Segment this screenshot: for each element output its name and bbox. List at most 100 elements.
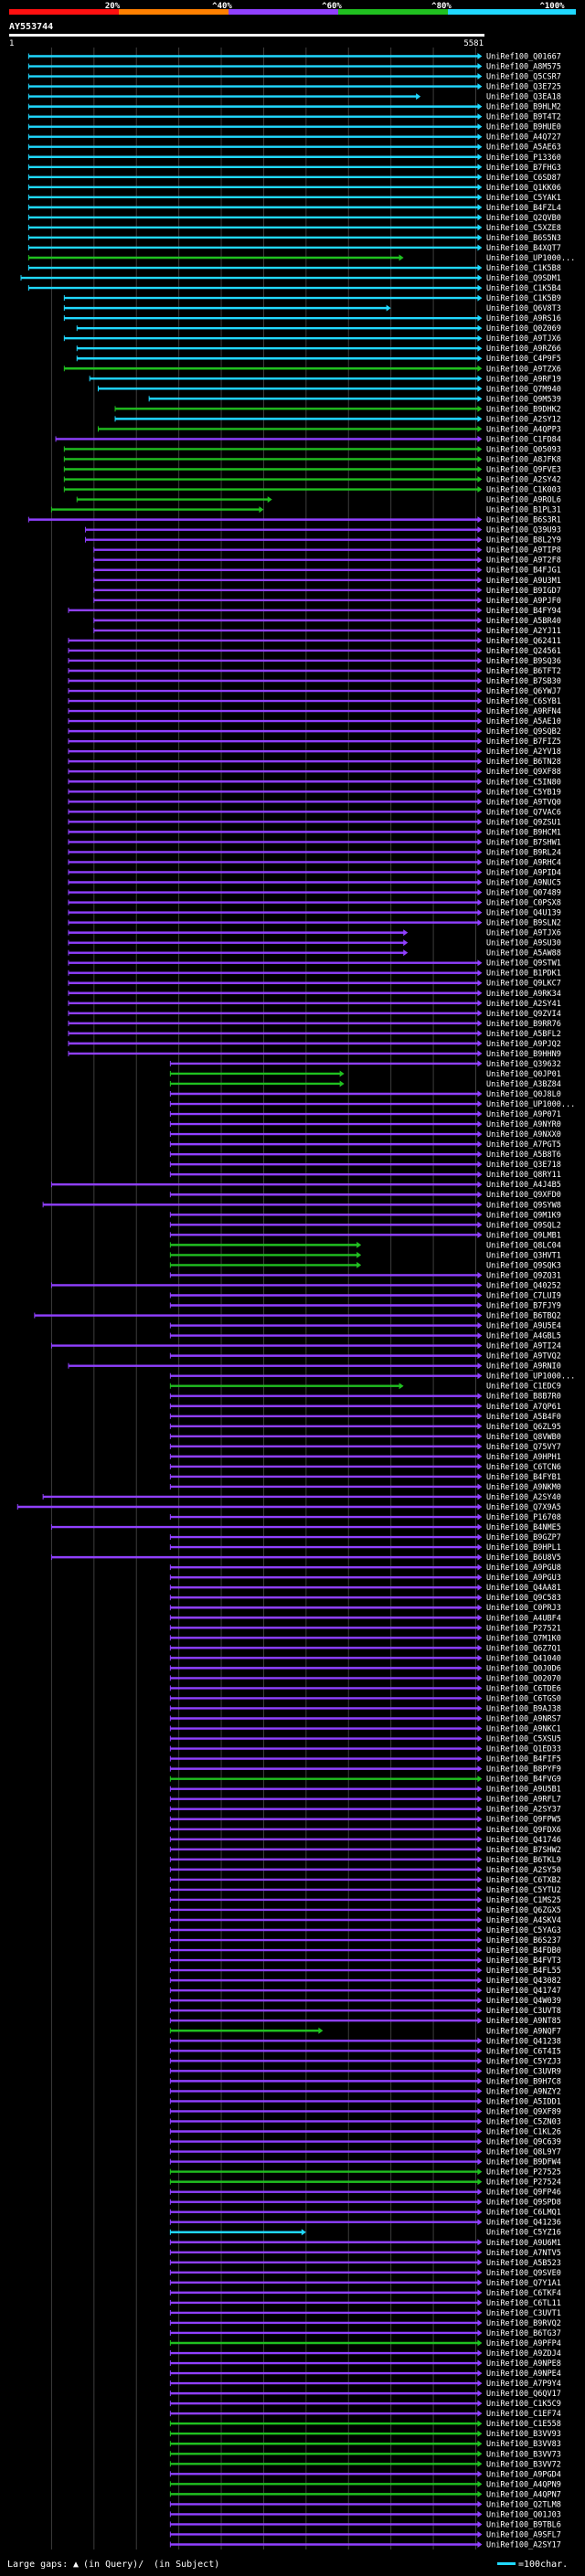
hit-label[interactable]: UniRef100_C5XZE8: [486, 224, 561, 233]
hit-row[interactable]: UniRef100_A7QP61: [169, 1403, 561, 1412]
hit-row[interactable]: UniRef100_B9GZP7: [169, 1533, 561, 1542]
hit-label[interactable]: UniRef100_A9TJX6: [486, 929, 561, 938]
hit-label[interactable]: UniRef100_Q3HVT1: [486, 1251, 561, 1260]
hit-row[interactable]: UniRef100_Q4W039: [169, 1997, 561, 2006]
hit-label[interactable]: UniRef100_A5AW88: [486, 949, 561, 959]
hit-label[interactable]: UniRef100_B7SHW2: [486, 1846, 561, 1855]
hit-label[interactable]: UniRef100_A5AE63: [486, 143, 561, 153]
hit-row[interactable]: UniRef100_A4QPP3: [97, 425, 561, 434]
hit-label[interactable]: UniRef100_C5IN80: [486, 778, 561, 787]
hit-row[interactable]: UniRef100_Q1ED33: [169, 1745, 561, 1754]
hit-label[interactable]: UniRef100_Q05093: [486, 445, 561, 454]
hit-row[interactable]: UniRef100_B4NME5: [50, 1523, 561, 1532]
hit-label[interactable]: UniRef100_A9TJX6: [486, 334, 561, 344]
hit-row[interactable]: UniRef100_Q41747: [169, 1987, 561, 1996]
hit-label[interactable]: UniRef100_A4SKV4: [486, 1916, 561, 1925]
hit-label[interactable]: UniRef100_B9T4T2: [486, 113, 561, 122]
hit-label[interactable]: UniRef100_Q9ZQ31: [486, 1271, 561, 1280]
hit-label[interactable]: UniRef100_B7FIZ5: [486, 737, 561, 747]
hit-row[interactable]: UniRef100_Q9FDX6: [169, 1826, 561, 1835]
hit-row[interactable]: UniRef100_B9IGD7: [93, 587, 561, 596]
hit-label[interactable]: UniRef100_Q01J03: [486, 2510, 561, 2519]
hit-label[interactable]: UniRef100_Q7M1K0: [486, 1634, 561, 1643]
hit-label[interactable]: UniRef100_B6S237: [486, 1936, 561, 1945]
hit-row[interactable]: UniRef100_C5IN80: [68, 778, 561, 787]
hit-label[interactable]: UniRef100_C5YTU2: [486, 1886, 561, 1895]
hit-label[interactable]: UniRef100_Q41238: [486, 2037, 561, 2046]
hit-label[interactable]: UniRef100_B8B7R0: [486, 1393, 561, 1402]
hit-row[interactable]: UniRef100_A9PGD4: [169, 2470, 561, 2479]
hit-label[interactable]: UniRef100_A9RFN4: [486, 707, 561, 716]
hit-row[interactable]: UniRef100_C1EDC9: [169, 1383, 561, 1392]
hit-row[interactable]: UniRef100_C1K5B8: [27, 264, 561, 273]
hit-row[interactable]: UniRef100_Q41746: [169, 1836, 561, 1845]
hit-row[interactable]: UniRef100_A9RFN4: [68, 707, 561, 716]
hit-label[interactable]: UniRef100_C1K5B9: [486, 294, 561, 303]
hit-row[interactable]: UniRef100_Q4AA81: [169, 1584, 561, 1593]
hit-label[interactable]: UniRef100_B6TBQ2: [486, 1312, 561, 1321]
hit-label[interactable]: UniRef100_B4FYB1: [486, 1473, 561, 1482]
hit-row[interactable]: UniRef100_B9SLN2: [68, 919, 561, 928]
hit-label[interactable]: UniRef100_Q07489: [486, 889, 561, 898]
hit-row[interactable]: UniRef100_Q6V8T3: [63, 304, 561, 313]
hit-row[interactable]: UniRef100_B4FZL4: [27, 204, 561, 213]
hit-label[interactable]: UniRef100_A2YJ11: [486, 627, 561, 636]
hit-row[interactable]: UniRef100_B6TG37: [169, 2329, 561, 2338]
hit-label[interactable]: UniRef100_A9NPE8: [486, 2359, 561, 2369]
hit-label[interactable]: UniRef100_Q9XF88: [486, 768, 561, 777]
hit-label[interactable]: UniRef100_B4FVG9: [486, 1776, 561, 1785]
hit-row[interactable]: UniRef100_A9RF19: [89, 375, 561, 384]
hit-row[interactable]: UniRef100_A9PJQ2: [68, 1040, 561, 1049]
hit-row[interactable]: UniRef100_A5AE10: [68, 717, 561, 726]
hit-row[interactable]: UniRef100_Q0J0D6: [169, 1664, 561, 1673]
hit-label[interactable]: UniRef100_Q3E725: [486, 83, 561, 92]
hit-row[interactable]: UniRef100_C5YB19: [68, 788, 561, 797]
hit-label[interactable]: UniRef100_C6SD87: [486, 174, 561, 183]
hit-label[interactable]: UniRef100_B4XQT7: [486, 244, 561, 253]
hit-label[interactable]: UniRef100_B9HLM2: [486, 103, 561, 112]
hit-label[interactable]: UniRef100_A2SY37: [486, 1806, 561, 1815]
hit-label[interactable]: UniRef100_Q39632: [486, 1060, 561, 1069]
hit-row[interactable]: UniRef100_B9RL24: [68, 848, 561, 857]
hit-row[interactable]: UniRef100_Q3E718: [169, 1161, 561, 1170]
hit-label[interactable]: UniRef100_A5BR40: [486, 617, 561, 626]
hit-row[interactable]: UniRef100_Q7Y1A1: [169, 2279, 561, 2288]
hit-label[interactable]: UniRef100_C7LUI9: [486, 1291, 561, 1300]
hit-row[interactable]: UniRef100_A9ZDJ4: [169, 2349, 561, 2359]
hit-label[interactable]: UniRef100_Q7M940: [486, 385, 561, 394]
hit-row[interactable]: UniRef100_Q9LMB1: [169, 1231, 561, 1240]
hit-row[interactable]: UniRef100_UP1000...: [169, 1100, 575, 1109]
hit-label[interactable]: UniRef100_A9NRS7: [486, 1715, 561, 1724]
hit-row[interactable]: UniRef100_B9RVQ2: [169, 2319, 561, 2328]
hit-row[interactable]: UniRef100_P27521: [169, 1624, 561, 1633]
hit-label[interactable]: UniRef100_A9RZ66: [486, 345, 561, 354]
hit-row[interactable]: UniRef100_B3VV93: [169, 2430, 561, 2439]
hit-label[interactable]: UniRef100_B7SB30: [486, 677, 561, 686]
hit-row[interactable]: UniRef100_B4FDB0: [169, 1946, 561, 1956]
hit-label[interactable]: UniRef100_B1PL31: [486, 506, 561, 515]
hit-label[interactable]: UniRef100_A5BFL2: [486, 1030, 561, 1039]
hit-row[interactable]: UniRef100_A9U5E4: [169, 1322, 561, 1331]
hit-row[interactable]: UniRef100_A4Q727: [27, 133, 561, 143]
hit-row[interactable]: UniRef100_A9RNI0: [68, 1362, 561, 1372]
hit-row[interactable]: UniRef100_C5XSU5: [169, 1735, 561, 1744]
hit-label[interactable]: UniRef100_A9RHC4: [486, 858, 561, 867]
hit-row[interactable]: UniRef100_Q6QV17: [169, 2390, 561, 2399]
hit-row[interactable]: UniRef100_Q7M940: [97, 385, 561, 394]
hit-row[interactable]: UniRef100_B3VV83: [169, 2440, 561, 2449]
hit-label[interactable]: UniRef100_Q9ZVI4: [486, 1010, 561, 1019]
hit-label[interactable]: UniRef100_Q6V8T3: [486, 304, 561, 313]
hit-row[interactable]: UniRef100_A4J4B5: [50, 1181, 561, 1190]
hit-row[interactable]: UniRef100_A9TVQ2: [169, 1352, 561, 1362]
hit-label[interactable]: UniRef100_A2SY40: [486, 1493, 561, 1502]
hit-label[interactable]: UniRef100_Q0J0D6: [486, 1664, 561, 1673]
hit-row[interactable]: UniRef100_C5YZ16: [169, 2229, 561, 2238]
hit-row[interactable]: UniRef100_Q5CSR7: [27, 73, 561, 82]
hit-label[interactable]: UniRef100_B6TFT2: [486, 667, 561, 676]
hit-row[interactable]: UniRef100_C1K5C9: [169, 2400, 561, 2409]
hit-label[interactable]: UniRef100_C5YZJ3: [486, 2057, 561, 2066]
hit-label[interactable]: UniRef100_C5YAG3: [486, 1926, 561, 1935]
hit-label[interactable]: UniRef100_A2YV18: [486, 747, 561, 757]
hit-label[interactable]: UniRef100_Q8RY11: [486, 1171, 561, 1180]
hit-label[interactable]: UniRef100_Q0Z069: [486, 324, 561, 334]
